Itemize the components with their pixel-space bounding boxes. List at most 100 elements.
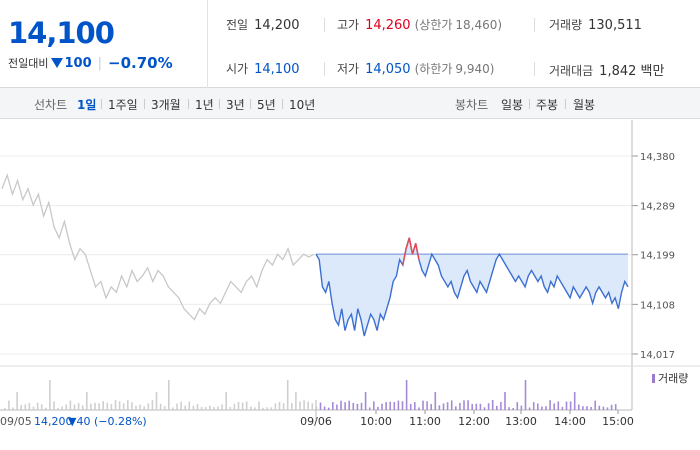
volume-bar	[582, 406, 584, 410]
today-series	[315, 237, 629, 337]
period-3m[interactable]: 3개월	[151, 98, 181, 112]
volume-legend-swatch	[652, 374, 655, 383]
volume-bar	[278, 401, 281, 410]
volume-legend: 거래량	[652, 372, 688, 385]
period-divider	[282, 99, 283, 109]
period-1d[interactable]: 1일	[77, 98, 97, 112]
volume-bar	[139, 404, 141, 410]
volume-bar	[229, 406, 232, 410]
volume-bar	[90, 403, 92, 410]
volume-bar	[508, 407, 510, 410]
line-chart-title: 선차트	[34, 98, 68, 112]
stat-label: 저가	[337, 62, 360, 76]
candle-monthly[interactable]: 월봉	[573, 98, 596, 112]
volume-bar	[20, 405, 22, 410]
volume-bar	[221, 404, 223, 410]
period-1y[interactable]: 1년	[195, 98, 214, 112]
above-reference-segment	[408, 237, 414, 255]
y-tick-label: 14,380	[640, 152, 675, 163]
volume-bar	[266, 407, 268, 410]
volume-bar	[73, 404, 76, 410]
stat-low: 저가 14,050 (하한가 9,940)	[337, 60, 494, 77]
volume-bar	[98, 403, 100, 410]
volume-bar	[352, 403, 355, 410]
stat-divider	[324, 18, 325, 32]
volume-bar	[340, 400, 342, 410]
period-divider	[529, 99, 530, 109]
volume-bar	[40, 404, 43, 410]
volume-bar	[200, 406, 203, 410]
volume-bar	[8, 400, 10, 410]
volume-bar	[241, 402, 244, 410]
stat-sub-value: 9,940)	[455, 62, 495, 76]
volume-bar	[368, 407, 371, 410]
volume-bar	[270, 407, 273, 410]
volume-bar	[463, 400, 465, 410]
y-tick-label: 14,017	[640, 350, 675, 361]
price-box: 14,100 전일대비 100 | −0.70%	[0, 0, 208, 88]
volume-bar	[307, 401, 309, 410]
change-amount: 100	[64, 55, 92, 71]
stat-sub-value: 18,460)	[455, 18, 503, 32]
y-tick-label: 14,289	[640, 202, 675, 213]
volume-bar	[176, 403, 178, 410]
prev-day-change: ▼40 (−0.28%)	[68, 415, 147, 428]
volume-bar	[180, 401, 182, 410]
volume-bar	[323, 406, 326, 410]
volume-bar	[578, 404, 580, 410]
volume-bar	[614, 404, 617, 410]
volume-bar	[565, 401, 568, 410]
volume-bar	[204, 407, 207, 410]
volume-bar	[94, 402, 96, 410]
volume-bar	[434, 392, 437, 410]
volume-bar	[532, 402, 535, 410]
volume-bar	[286, 380, 289, 410]
period-divider	[250, 99, 251, 109]
volume-bar	[602, 406, 605, 410]
volume-bar	[553, 403, 555, 410]
stat-high: 고가 14,260 (상한가 18,460)	[337, 16, 502, 33]
stat-label: 시가	[226, 62, 249, 76]
candle-daily[interactable]: 일봉	[501, 98, 524, 112]
stat-value: 14,260	[365, 18, 411, 33]
volume-bar	[356, 403, 359, 410]
volume-bar	[569, 401, 572, 410]
period-1w[interactable]: 1주일	[108, 98, 138, 112]
period-3y[interactable]: 3년	[226, 98, 245, 112]
volume-bar	[254, 407, 256, 410]
prev-day-line	[1, 172, 315, 321]
candle-weekly[interactable]: 주봉	[536, 98, 559, 112]
volume-bar	[81, 405, 84, 410]
volume-bar	[557, 401, 560, 410]
period-10y[interactable]: 10년	[289, 98, 316, 112]
volume-bar	[483, 407, 486, 410]
volume-bar	[479, 403, 482, 410]
volume-bar	[377, 406, 379, 410]
volume-bar	[414, 402, 416, 410]
stat-divider	[534, 62, 535, 76]
volume-bar	[524, 380, 527, 410]
volume-bar	[282, 403, 285, 410]
below-reference-area	[316, 237, 628, 336]
volume-bar	[422, 400, 424, 410]
volume-bar	[496, 405, 498, 410]
period-5y[interactable]: 5년	[257, 98, 276, 112]
period-divider	[144, 99, 145, 109]
volume-bar	[250, 406, 252, 410]
volume-bar	[528, 407, 531, 410]
volume-bar	[122, 403, 125, 410]
volume-bar	[24, 404, 27, 410]
stat-divider	[324, 62, 325, 76]
volume-bar	[159, 403, 162, 410]
volume-bar	[537, 403, 539, 410]
volume-bar	[545, 406, 547, 410]
period-divider	[101, 99, 102, 109]
x-tick-label: 12:00	[458, 415, 490, 428]
volume-bar	[143, 406, 145, 410]
above-reference-segment	[411, 243, 417, 255]
period-bar: 선차트 1일 1주일 3개월 1년 3년 5년 10년 봉차트 일봉 주봉 월봉	[0, 88, 700, 119]
volume-bar	[467, 400, 469, 410]
volume-bar	[393, 401, 396, 410]
volume-bar	[397, 400, 400, 410]
volume-bar	[303, 400, 305, 410]
